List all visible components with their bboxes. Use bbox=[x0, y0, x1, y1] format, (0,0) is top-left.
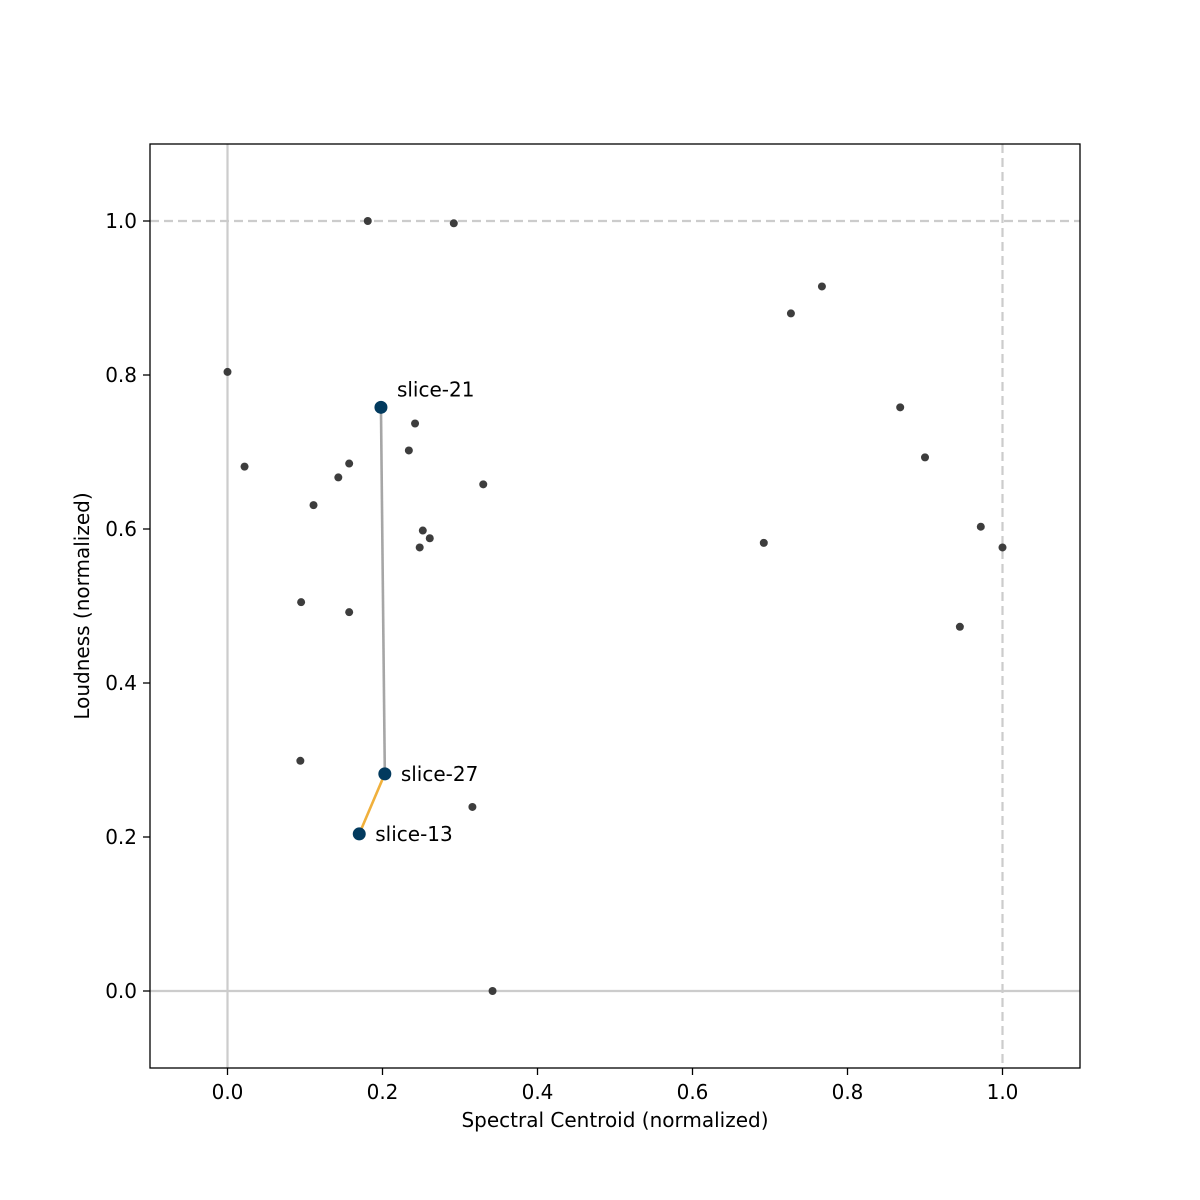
y-tick-label: 0.0 bbox=[105, 979, 137, 1003]
plot-frame bbox=[149, 143, 1081, 1069]
data-point bbox=[449, 219, 458, 228]
data-point bbox=[786, 309, 795, 318]
data-point bbox=[411, 419, 420, 428]
highlighted-points: slice-21 slice-27 slice-13 bbox=[352, 377, 479, 846]
highlight-point-slice-13 bbox=[352, 827, 366, 841]
data-point bbox=[345, 608, 354, 617]
data-point bbox=[479, 480, 488, 489]
data-point bbox=[896, 403, 905, 412]
y-axis-ticks: 0.0 0.2 0.4 0.6 0.8 1.0 bbox=[105, 209, 150, 1003]
data-point bbox=[297, 598, 306, 607]
data-point bbox=[976, 522, 985, 531]
data-point bbox=[415, 543, 424, 552]
point-label-slice-13: slice-13 bbox=[375, 822, 453, 846]
data-point bbox=[468, 802, 477, 811]
data-point bbox=[296, 756, 305, 765]
x-tick-label: 0.0 bbox=[212, 1080, 244, 1104]
data-point bbox=[345, 459, 354, 468]
point-label-slice-21: slice-21 bbox=[397, 377, 475, 401]
highlight-point-slice-21 bbox=[374, 400, 388, 414]
reference-lines bbox=[150, 144, 1080, 1068]
path-segment-slice-21-to-slice-27 bbox=[379, 407, 387, 774]
x-tick-label: 0.4 bbox=[522, 1080, 554, 1104]
path-segments bbox=[358, 407, 387, 835]
data-point bbox=[921, 453, 929, 462]
data-point bbox=[817, 282, 826, 291]
data-point bbox=[404, 446, 413, 455]
data-point bbox=[334, 473, 343, 482]
y-axis-label: Loudness (normalized) bbox=[70, 492, 94, 719]
x-tick-label: 1.0 bbox=[987, 1080, 1019, 1104]
y-tick-label: 0.2 bbox=[105, 825, 137, 849]
y-tick-label: 0.6 bbox=[105, 517, 137, 541]
data-point bbox=[223, 367, 232, 376]
x-axis-ticks: 0.0 0.2 0.4 0.6 0.8 1.0 bbox=[212, 1068, 1019, 1104]
x-tick-label: 0.2 bbox=[367, 1080, 399, 1104]
y-tick-label: 1.0 bbox=[105, 209, 137, 233]
x-tick-label: 0.8 bbox=[832, 1080, 864, 1104]
data-point bbox=[998, 543, 1007, 552]
x-tick-label: 0.6 bbox=[677, 1080, 709, 1104]
point-label-slice-27: slice-27 bbox=[401, 762, 479, 786]
data-point bbox=[759, 538, 768, 547]
highlight-point-slice-27 bbox=[378, 767, 392, 781]
data-point bbox=[488, 987, 497, 995]
y-tick-label: 0.4 bbox=[105, 671, 137, 695]
data-point bbox=[955, 622, 964, 631]
x-axis-label: Spectral Centroid (normalized) bbox=[461, 1108, 768, 1132]
data-point bbox=[425, 534, 434, 543]
data-point bbox=[309, 501, 318, 510]
y-tick-label: 0.8 bbox=[105, 363, 137, 387]
data-point bbox=[240, 462, 249, 471]
data-point bbox=[418, 526, 427, 535]
data-point bbox=[363, 217, 372, 225]
data-points bbox=[223, 217, 1007, 995]
path-segment-slice-27-to-slice-13 bbox=[358, 773, 387, 835]
